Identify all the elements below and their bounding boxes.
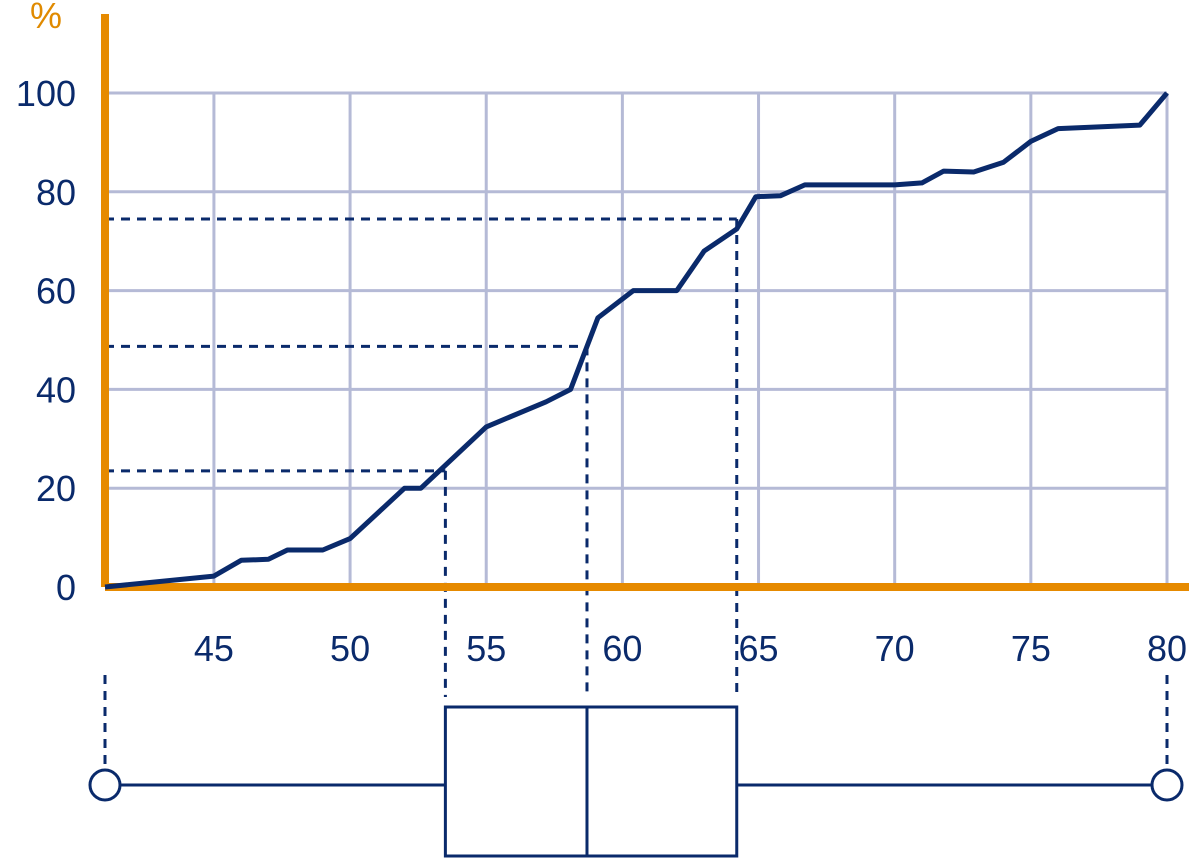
x-tick-label-55: 55 bbox=[466, 628, 506, 669]
y-tick-label-20: 20 bbox=[36, 468, 76, 509]
x-tick-label-60: 60 bbox=[602, 628, 642, 669]
x-tick-label-45: 45 bbox=[194, 628, 234, 669]
box-iqr bbox=[443, 705, 739, 858]
y-tick-label-80: 80 bbox=[36, 172, 76, 213]
tick-labels: 45 50 55 60 65 70 75 80 0 20 40 60 80 100 bbox=[16, 73, 1187, 669]
grid-lines bbox=[105, 91, 1169, 587]
y-tick-label-0: 0 bbox=[56, 567, 76, 608]
y-tick-label-60: 60 bbox=[36, 271, 76, 312]
x-tick-label-65: 65 bbox=[739, 628, 779, 669]
quartile-guides bbox=[103, 217, 1169, 767]
y-unit-label: % bbox=[30, 0, 62, 36]
x-tick-label-70: 70 bbox=[875, 628, 915, 669]
x-tick-label-80: 80 bbox=[1147, 628, 1187, 669]
series-line-0 bbox=[104, 91, 1169, 590]
whisker-max-marker bbox=[1150, 768, 1184, 802]
x-tick-label-50: 50 bbox=[330, 628, 370, 669]
axes bbox=[101, 14, 1189, 591]
y-tick-label-40: 40 bbox=[36, 369, 76, 410]
x-tick-label-75: 75 bbox=[1011, 628, 1051, 669]
cumulative-series bbox=[104, 91, 1169, 590]
boxplot bbox=[88, 705, 1184, 858]
whisker-min-marker bbox=[88, 768, 122, 802]
y-tick-label-100: 100 bbox=[16, 73, 76, 114]
